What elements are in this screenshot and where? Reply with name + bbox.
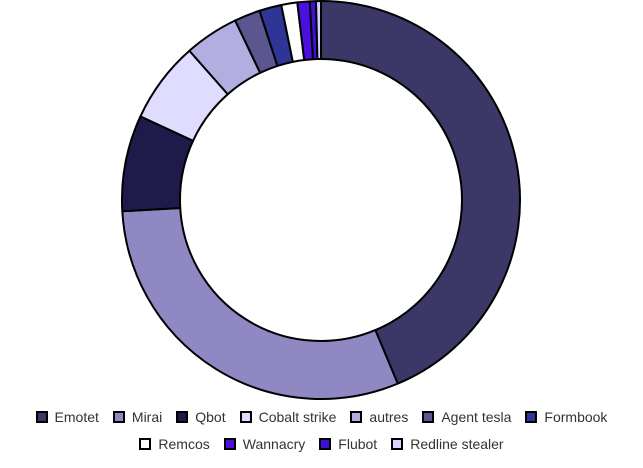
legend-swatch bbox=[350, 411, 363, 423]
legend-item: Qbot bbox=[176, 408, 226, 426]
legend-swatch bbox=[35, 411, 48, 423]
legend-swatch bbox=[391, 438, 404, 450]
legend-item: Mirai bbox=[112, 408, 163, 426]
legend-label: Cobalt strike bbox=[258, 409, 337, 425]
legend-item: autres bbox=[350, 408, 408, 426]
slice bbox=[121, 206, 399, 400]
slice bbox=[320, 0, 521, 385]
legend-label: Flubot bbox=[338, 436, 378, 452]
legend-swatch bbox=[239, 411, 252, 423]
legend-swatch bbox=[319, 438, 332, 450]
legend-label: Wannacry bbox=[242, 436, 306, 452]
legend-item: Emotet bbox=[35, 408, 99, 426]
legend-label: Remcos bbox=[158, 436, 210, 452]
legend-label: Agent tesla bbox=[441, 409, 512, 425]
legend-swatch bbox=[525, 411, 538, 423]
slice bbox=[314, 0, 322, 61]
legend-item: Flubot bbox=[319, 435, 377, 453]
legend-label: autres bbox=[369, 409, 409, 425]
chart bbox=[121, 0, 521, 400]
legend-item: Wannacry bbox=[223, 435, 306, 453]
legend-swatch bbox=[422, 411, 435, 423]
legend-item: Agent tesla bbox=[422, 408, 511, 426]
legend-swatch bbox=[223, 438, 236, 450]
legend-label: Mirai bbox=[131, 409, 163, 425]
legend-swatch bbox=[139, 438, 152, 450]
legend-item: Cobalt strike bbox=[239, 408, 337, 426]
legend-label: Emotet bbox=[54, 409, 99, 425]
legend-label: Qbot bbox=[195, 409, 226, 425]
legend-item: Formbook bbox=[525, 408, 607, 426]
legend-swatch bbox=[176, 411, 189, 423]
legend-item: Remcos bbox=[139, 435, 210, 453]
legend: Emotet Mirai Qbot Cobalt strike autres Agent … bbox=[10, 408, 633, 453]
legend-item: Redline stealer bbox=[391, 435, 504, 453]
legend-label: Formbook bbox=[544, 409, 608, 425]
legend-swatch bbox=[112, 411, 125, 423]
legend-label: Redline stealer bbox=[410, 436, 504, 452]
